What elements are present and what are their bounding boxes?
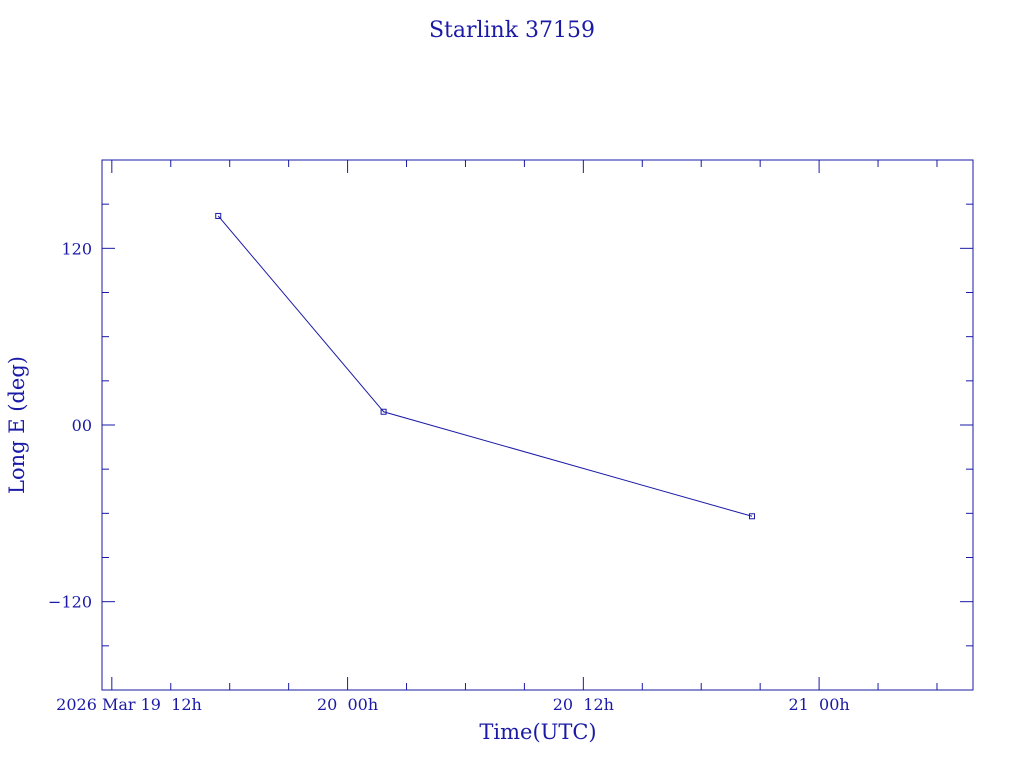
y-tick-label: 00 bbox=[72, 416, 92, 435]
y-tick-labels: 120 00 −120 bbox=[48, 239, 92, 611]
y-tick-label: −120 bbox=[48, 593, 92, 612]
x-tick-label: 2026 Mar 19 12h bbox=[56, 695, 202, 714]
plot-frame bbox=[101, 159, 974, 691]
x-tick-labels: 2026 Mar 19 12h 20 00h 20 12h 21 00h bbox=[56, 695, 850, 714]
data-point bbox=[215, 212, 222, 219]
series-layer bbox=[215, 212, 755, 520]
chart-title: Starlink 37159 bbox=[429, 18, 595, 43]
x-axis-label: Time(UTC) bbox=[479, 720, 596, 744]
data-point bbox=[748, 513, 755, 520]
y-axis-label: Long E (deg) bbox=[5, 356, 29, 494]
y-tick-label: 120 bbox=[61, 239, 92, 258]
x-tick-label: 21 00h bbox=[788, 695, 849, 714]
series-line bbox=[217, 215, 753, 517]
x-tick-label: 20 12h bbox=[553, 695, 614, 714]
x-tick-label: 20 00h bbox=[317, 695, 378, 714]
y-axis-ticks bbox=[102, 203, 973, 647]
x-axis-ticks bbox=[111, 160, 938, 690]
data-point bbox=[380, 408, 387, 415]
